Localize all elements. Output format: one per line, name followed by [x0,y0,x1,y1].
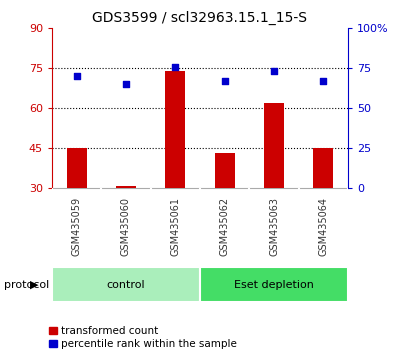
Bar [215,153,234,188]
Point [172,64,178,70]
Text: ▶: ▶ [30,280,38,290]
Point [222,78,228,84]
Text: control: control [107,280,145,290]
Text: GSM435060: GSM435060 [121,197,131,256]
Bar [166,71,185,188]
Point [123,81,129,87]
Text: protocol: protocol [4,280,49,290]
Text: GSM435064: GSM435064 [318,197,328,256]
Bar [200,268,348,302]
Text: Eset depletion: Eset depletion [234,280,314,290]
Bar [52,268,200,302]
Text: GSM435062: GSM435062 [220,197,230,256]
Point [271,68,277,73]
Text: GSM435061: GSM435061 [170,197,180,256]
Bar [264,103,284,188]
Title: GDS3599 / scl32963.15.1_15-S: GDS3599 / scl32963.15.1_15-S [92,10,308,24]
Text: GSM435063: GSM435063 [269,197,279,256]
Bar [67,148,86,188]
Point [320,78,326,84]
Legend: transformed count, percentile rank within the sample: transformed count, percentile rank withi… [49,326,236,349]
Point [74,73,80,79]
Bar [314,148,333,188]
Bar [116,186,136,188]
Text: GSM435059: GSM435059 [72,197,82,256]
